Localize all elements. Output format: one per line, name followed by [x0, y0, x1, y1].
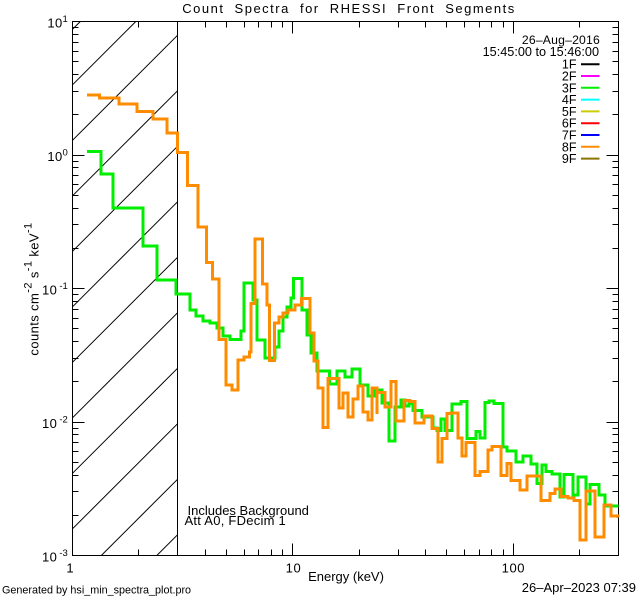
- svg-text:0: 0: [63, 148, 68, 159]
- svg-text:Includes Background: Includes Background: [188, 503, 309, 518]
- svg-text:2F: 2F: [562, 70, 577, 84]
- svg-text:15:45:00 to 15:46:00: 15:45:00 to 15:46:00: [483, 45, 599, 59]
- svg-text:Att A0, FDecim 1: Att A0, FDecim 1: [185, 513, 287, 528]
- svg-text:8F: 8F: [562, 140, 577, 154]
- svg-text:Generated by hsi_min_spectra_p: Generated by hsi_min_spectra_plot.pro: [2, 585, 191, 597]
- svg-text:counts cm-2 s-1 keV-1: counts cm-2 s-1 keV-1: [23, 222, 42, 355]
- svg-text:6F: 6F: [562, 117, 577, 131]
- svg-text:10: 10: [42, 550, 57, 565]
- svg-text:3F: 3F: [562, 81, 577, 95]
- svg-text:Energy (keV): Energy (keV): [308, 569, 384, 584]
- svg-text:5F: 5F: [562, 105, 577, 119]
- svg-text:10: 10: [42, 416, 57, 431]
- svg-text:-1: -1: [59, 281, 67, 292]
- svg-text:26–Apr–2023 07:39: 26–Apr–2023 07:39: [522, 580, 636, 595]
- svg-text:26–Aug–2016: 26–Aug–2016: [522, 33, 600, 47]
- svg-text:9F: 9F: [562, 152, 577, 166]
- svg-text:10: 10: [42, 283, 57, 298]
- svg-text:10: 10: [47, 149, 62, 164]
- svg-text:10: 10: [286, 561, 302, 576]
- svg-text:1: 1: [63, 14, 68, 25]
- svg-text:-3: -3: [59, 548, 67, 559]
- svg-text:4F: 4F: [562, 93, 577, 107]
- svg-text:10: 10: [47, 16, 62, 31]
- svg-text:1F: 1F: [562, 58, 577, 72]
- svg-text:-2: -2: [59, 415, 67, 426]
- svg-text:1: 1: [66, 561, 73, 576]
- svg-text:Count Spectra for RHESSI Front: Count Spectra for RHESSI Front Segments: [182, 1, 516, 16]
- svg-text:7F: 7F: [562, 129, 577, 143]
- svg-text:100: 100: [502, 561, 526, 576]
